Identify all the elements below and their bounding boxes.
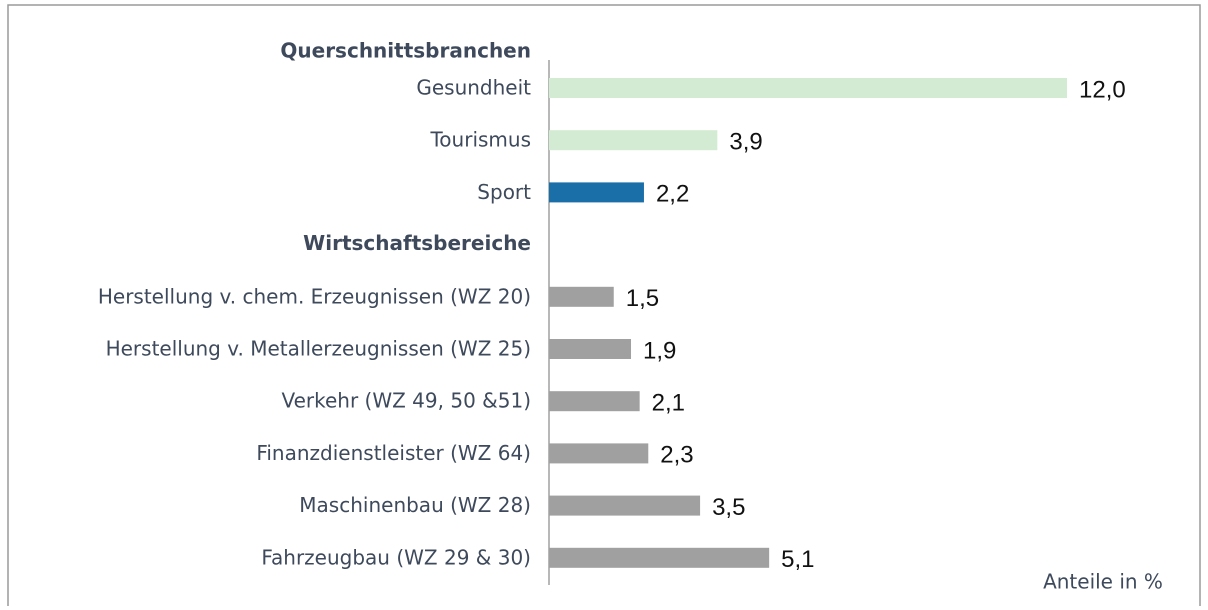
annotation: Anteile in % (1043, 570, 1163, 594)
group-header: Wirtschaftsbereiche (303, 231, 531, 255)
value-label: 3,5 (712, 494, 745, 521)
bar (549, 391, 640, 412)
bar (549, 130, 718, 151)
value-label: 2,3 (660, 442, 693, 469)
bar (549, 443, 649, 464)
bar (549, 495, 701, 516)
y-tick-label: Maschinenbau (WZ 28) (299, 493, 531, 517)
y-tick-label: Fahrzeugbau (WZ 29 & 30) (261, 545, 531, 569)
value-label: 2,2 (656, 181, 689, 208)
y-tick-label: Verkehr (WZ 49, 50 &51) (281, 389, 531, 413)
value-label: 12,0 (1079, 76, 1126, 103)
y-tick-label: Gesundheit (416, 76, 531, 100)
y-tick-label: Tourismus (429, 128, 531, 152)
bar (549, 182, 644, 203)
bar (549, 339, 632, 359)
frame (7, 4, 1201, 610)
bar (549, 78, 1067, 98)
y-tick-label: Sport (477, 180, 531, 204)
y-tick-label: Herstellung v. chem. Erzeugnissen (WZ 20… (98, 284, 531, 308)
value-label: 5,1 (781, 546, 814, 573)
value-label: 3,9 (729, 129, 762, 156)
value-label: 1,5 (626, 285, 659, 312)
group-header: Querschnittsbranchen (280, 39, 531, 63)
bar (549, 286, 614, 307)
y-tick-label: Herstellung v. Metallerzeugnissen (WZ 25… (106, 337, 531, 361)
value-label: 2,1 (652, 390, 685, 417)
y-tick-label: Finanzdienstleister (WZ 64) (256, 441, 531, 465)
bar (549, 547, 770, 568)
value-label: 1,9 (643, 337, 676, 364)
